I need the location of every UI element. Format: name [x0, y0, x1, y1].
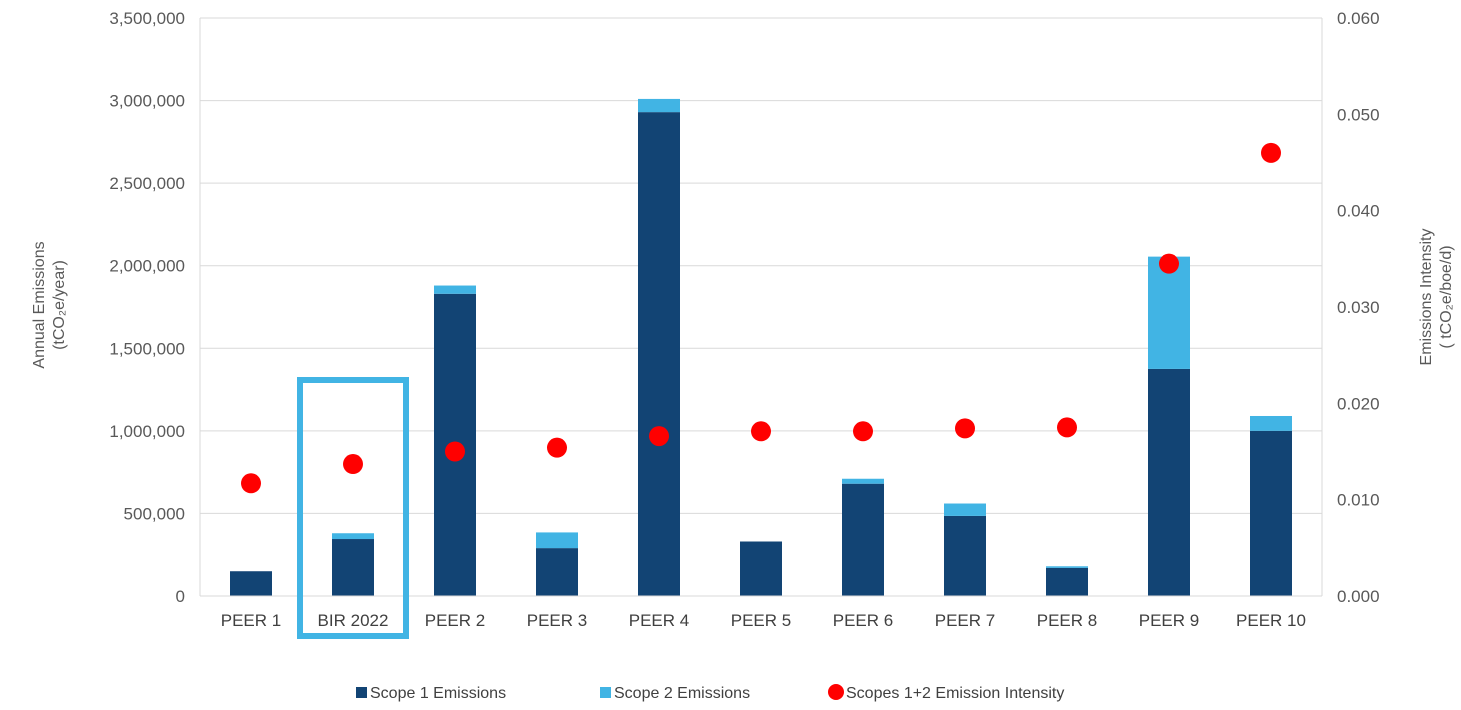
y-tick-label: 3,000,000	[109, 92, 185, 111]
bar-scope2	[638, 98, 680, 113]
intensity-point	[853, 421, 873, 442]
bar-scope2	[332, 533, 374, 540]
intensity-point	[955, 418, 975, 439]
intensity-point	[241, 473, 261, 494]
category-label: PEER 8	[1037, 611, 1097, 630]
intensity-point	[1261, 142, 1281, 163]
y2-tick-label: 0.060	[1337, 9, 1380, 28]
legend-swatch-scope1	[356, 687, 367, 698]
category-label: PEER 4	[629, 611, 689, 630]
bar-scope2	[434, 285, 476, 294]
legend-label-scope2: Scope 2 Emissions	[614, 685, 750, 702]
category-label: PEER 1	[221, 611, 281, 630]
y-tick-label: 1,000,000	[109, 422, 185, 441]
left-axis-unit: (tCO₂e/year)	[51, 260, 68, 350]
bar-scope1	[1046, 567, 1088, 596]
bar-scope1	[332, 539, 374, 596]
y2-tick-label: 0.040	[1337, 202, 1380, 221]
y-tick-label: 1,500,000	[109, 339, 185, 358]
y-tick-label: 3,500,000	[109, 9, 185, 28]
bars-layer	[230, 98, 1292, 596]
intensity-point	[547, 437, 567, 458]
plot-frame	[199, 17, 1323, 597]
y2-tick-label: 0.050	[1337, 105, 1380, 124]
legend: Scope 1 Emissions Scope 2 Emissions Scop…	[356, 684, 1064, 702]
intensity-point	[1057, 417, 1077, 438]
category-label: PEER 2	[425, 611, 485, 630]
category-label: PEER 7	[935, 611, 995, 630]
intensity-point	[751, 421, 771, 442]
right-axis-unit: ( tCO₂e/boe/d)	[1438, 245, 1455, 348]
intensity-point	[649, 426, 669, 447]
right-axis-ticks: 0.000 0.010 0.020 0.030 0.040 0.050 0.060	[1337, 9, 1380, 606]
y-tick-label: 2,000,000	[109, 257, 185, 276]
bar-scope2	[1148, 256, 1190, 369]
bar-scope2	[842, 478, 884, 484]
category-label: PEER 3	[527, 611, 587, 630]
legend-label-intensity: Scopes 1+2 Emission Intensity	[846, 685, 1064, 702]
bar-scope1	[638, 112, 680, 596]
category-label: PEER 6	[833, 611, 893, 630]
bar-scope1	[842, 483, 884, 596]
legend-swatch-intensity	[828, 684, 844, 700]
highlight-layer	[297, 377, 409, 639]
bar-scope2	[1046, 566, 1088, 568]
legend-swatch-scope2	[600, 687, 611, 698]
legend-label-scope1: Scope 1 Emissions	[370, 685, 506, 702]
y-tick-label: 0	[176, 587, 185, 606]
left-axis-ticks: 0 500,000 1,000,000 1,500,000 2,000,000 2,500…	[109, 9, 185, 606]
category-label: PEER 5	[731, 611, 791, 630]
y2-tick-label: 0.020	[1337, 394, 1380, 413]
category-label: PEER 10	[1236, 611, 1306, 630]
category-label: PEER 9	[1139, 611, 1199, 630]
bar-scope1	[740, 541, 782, 596]
y2-tick-label: 0.010	[1337, 491, 1380, 510]
y-tick-label: 500,000	[124, 504, 185, 523]
bar-scope1	[1250, 430, 1292, 596]
points-layer	[241, 142, 1281, 494]
category-label: BIR 2022	[318, 611, 389, 630]
category-labels: PEER 1 BIR 2022 PEER 2 PEER 3 PEER 4 PEER 5 PE…	[221, 611, 1306, 630]
gridlines	[200, 100, 1322, 514]
intensity-point	[1159, 253, 1179, 274]
bar-scope1	[536, 548, 578, 596]
bar-scope1	[1148, 368, 1190, 596]
y2-tick-label: 0.030	[1337, 298, 1380, 317]
bar-scope1	[230, 571, 272, 596]
bar-scope2	[1250, 415, 1292, 431]
intensity-point	[445, 441, 465, 462]
bar-scope1	[944, 515, 986, 596]
bar-scope2	[536, 532, 578, 549]
bar-scope2	[944, 503, 986, 516]
y-tick-label: 2,500,000	[109, 174, 185, 193]
y2-tick-label: 0.000	[1337, 587, 1380, 606]
right-axis-title: Emissions Intensity	[1418, 229, 1435, 366]
left-axis-title: Annual Emissions	[31, 241, 48, 368]
highlight-box	[297, 377, 409, 639]
intensity-point	[343, 454, 363, 475]
